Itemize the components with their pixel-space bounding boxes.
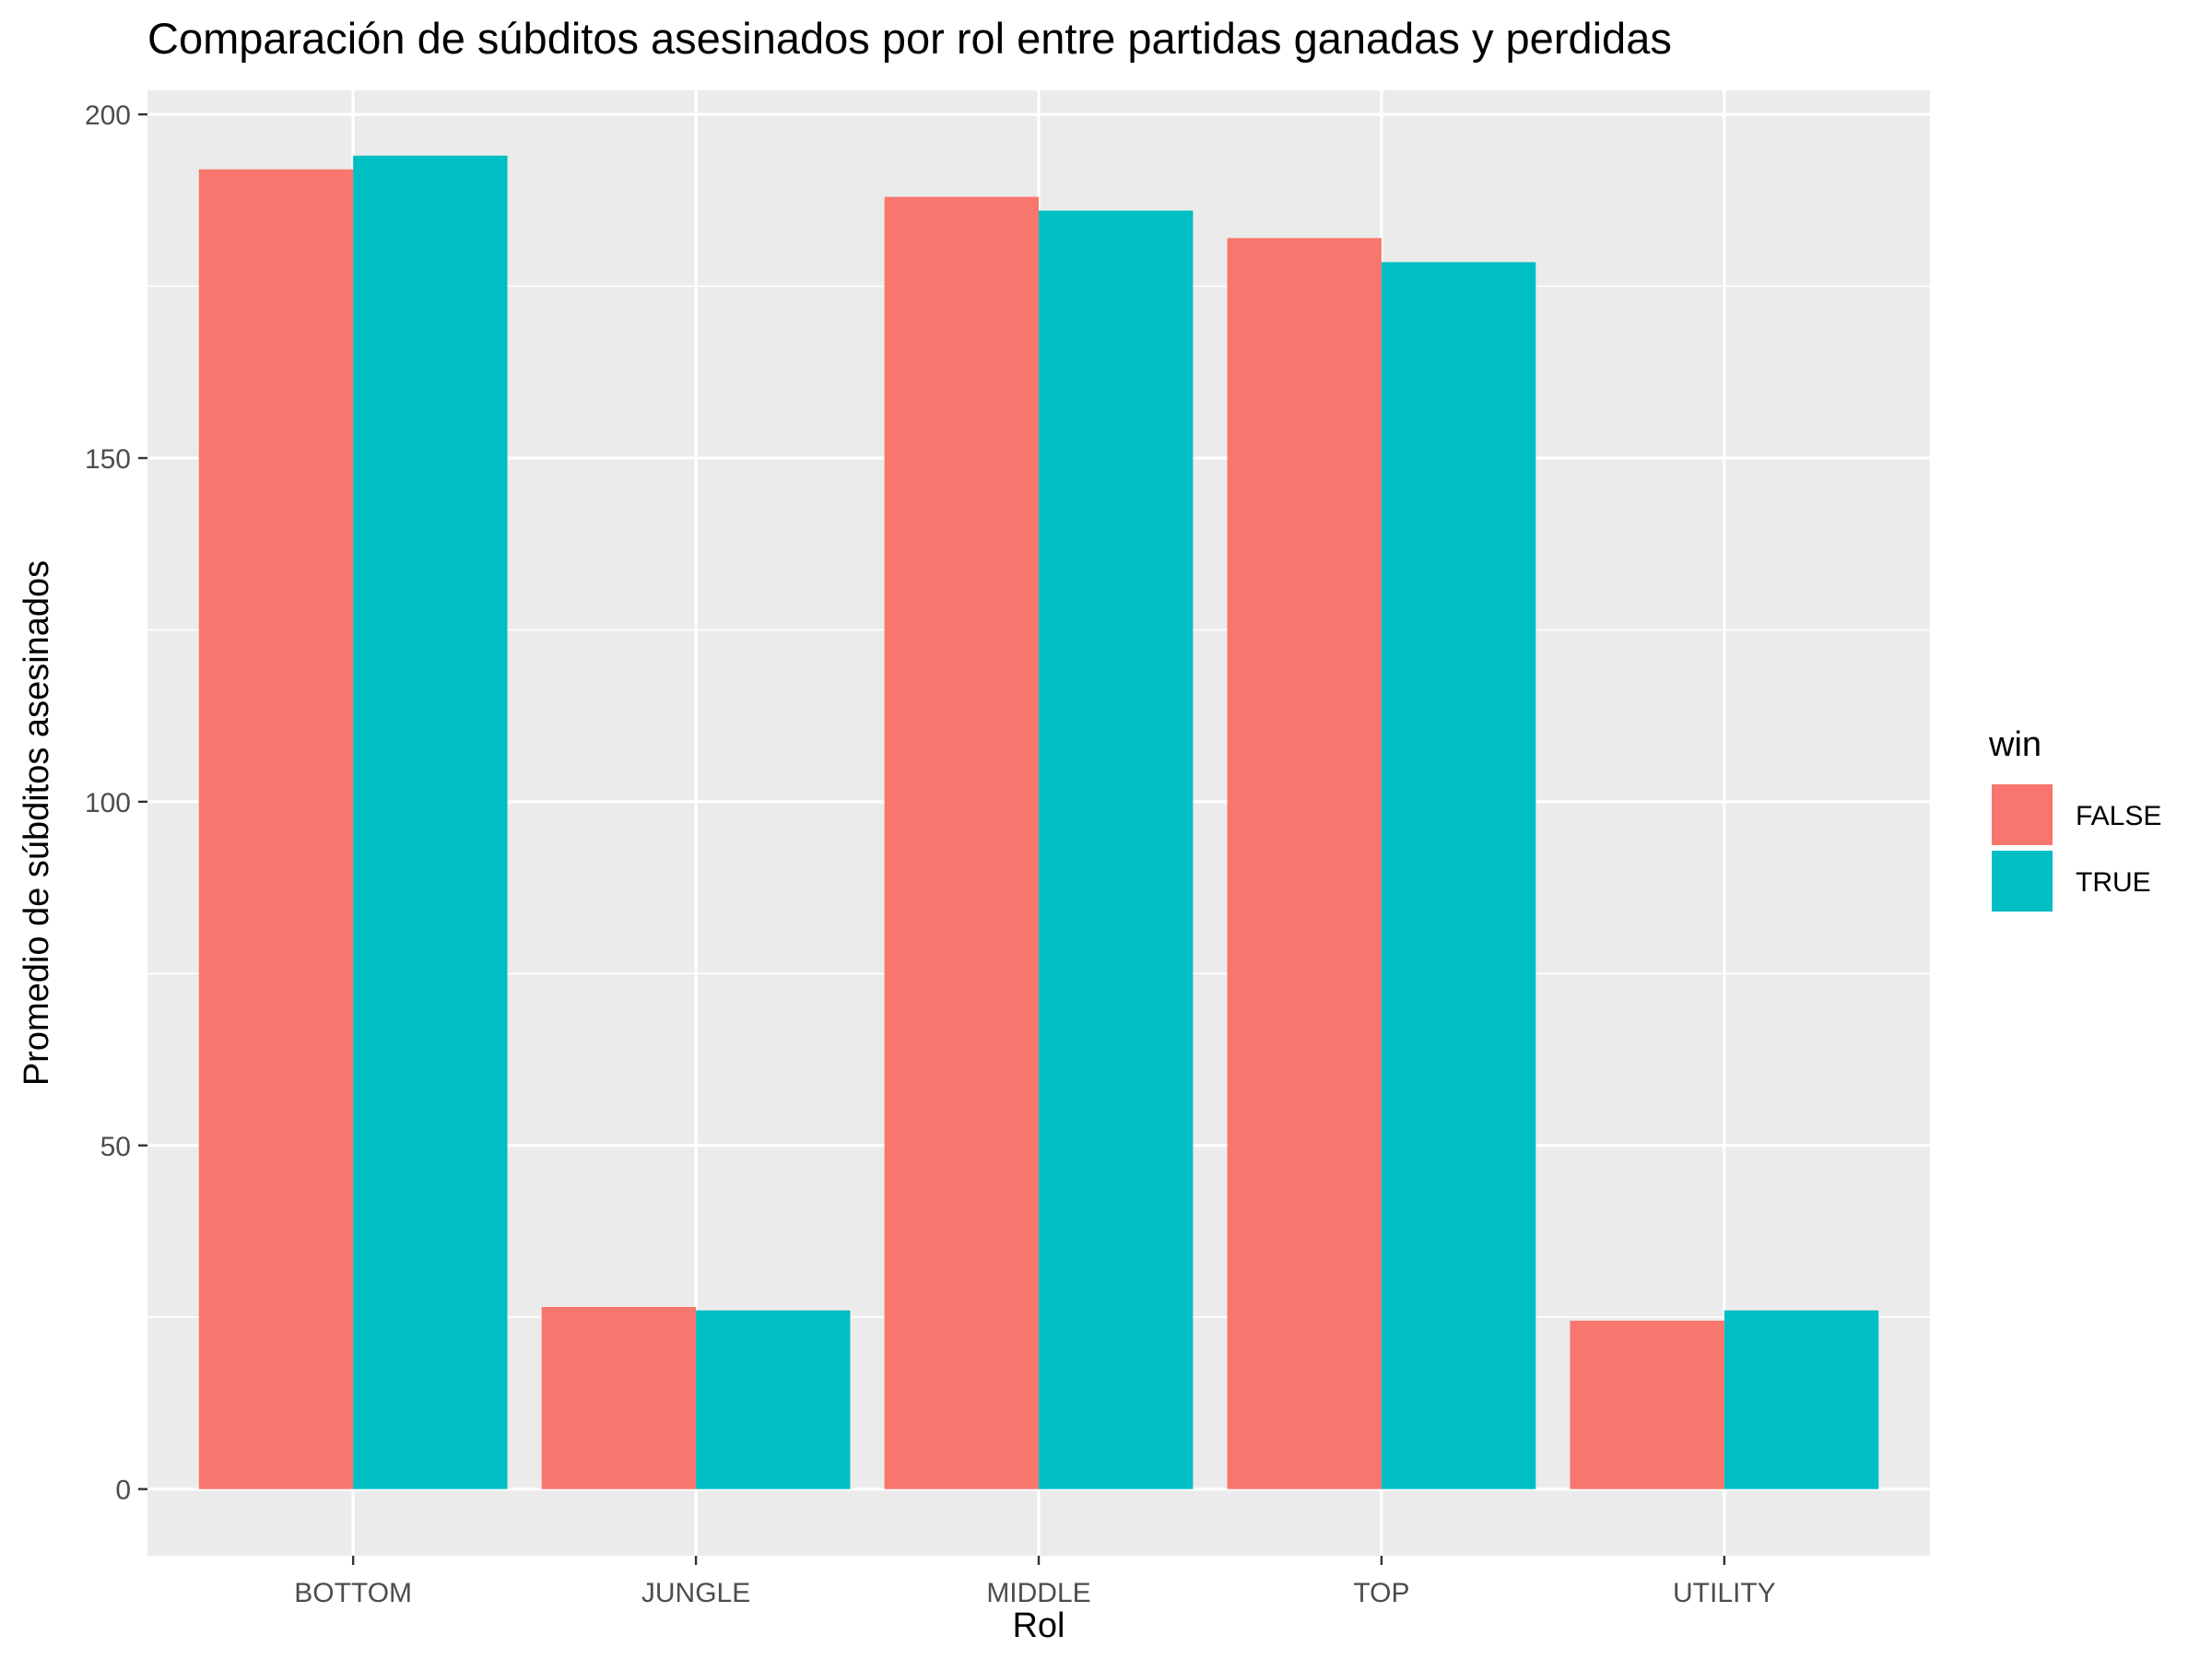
legend: win FALSE TRUE [1988,725,2161,913]
bar-utility-false [1570,1320,1724,1489]
legend-label-false: FALSE [2076,801,2161,831]
x-tick-label: TOP [1353,1578,1409,1608]
bar-bottom-true [353,155,508,1489]
y-tick-label: 50 [100,1132,131,1162]
y-axis: 0 50 100 150 200 [85,100,147,1506]
bar-utility-true [1724,1310,1879,1489]
x-tick-label: BOTTOM [294,1578,412,1608]
legend-title: win [1988,725,2041,764]
bar-jungle-false [541,1307,697,1489]
y-tick-label: 100 [85,788,131,818]
y-tick-label: 200 [85,100,131,131]
x-tick-label: UTILITY [1673,1578,1776,1608]
y-tick-label: 150 [85,444,131,475]
y-tick-label: 0 [115,1476,131,1506]
x-axis-title: Rol [1012,1606,1065,1645]
x-tick-label: JUNGLE [641,1578,750,1608]
legend-label-true: TRUE [2076,867,2151,898]
bar-middle-true [1039,210,1194,1489]
bar-jungle-true [696,1310,851,1489]
x-tick-label: MIDDLE [986,1578,1090,1608]
legend-key-false [1990,782,2054,847]
x-axis: BOTTOM JUNGLE MIDDLE TOP UTILITY [294,1556,1776,1608]
bar-bottom-false [198,169,354,1489]
legend-key-true [1990,849,2054,913]
bar-middle-false [884,196,1039,1489]
bar-top-false [1227,238,1382,1489]
y-axis-title: Promedio de súbditos asesinados [18,560,56,1086]
bar-top-true [1381,262,1536,1489]
chart-title: Comparación de súbditos asesinados por r… [147,14,1672,63]
bars [198,155,1879,1489]
